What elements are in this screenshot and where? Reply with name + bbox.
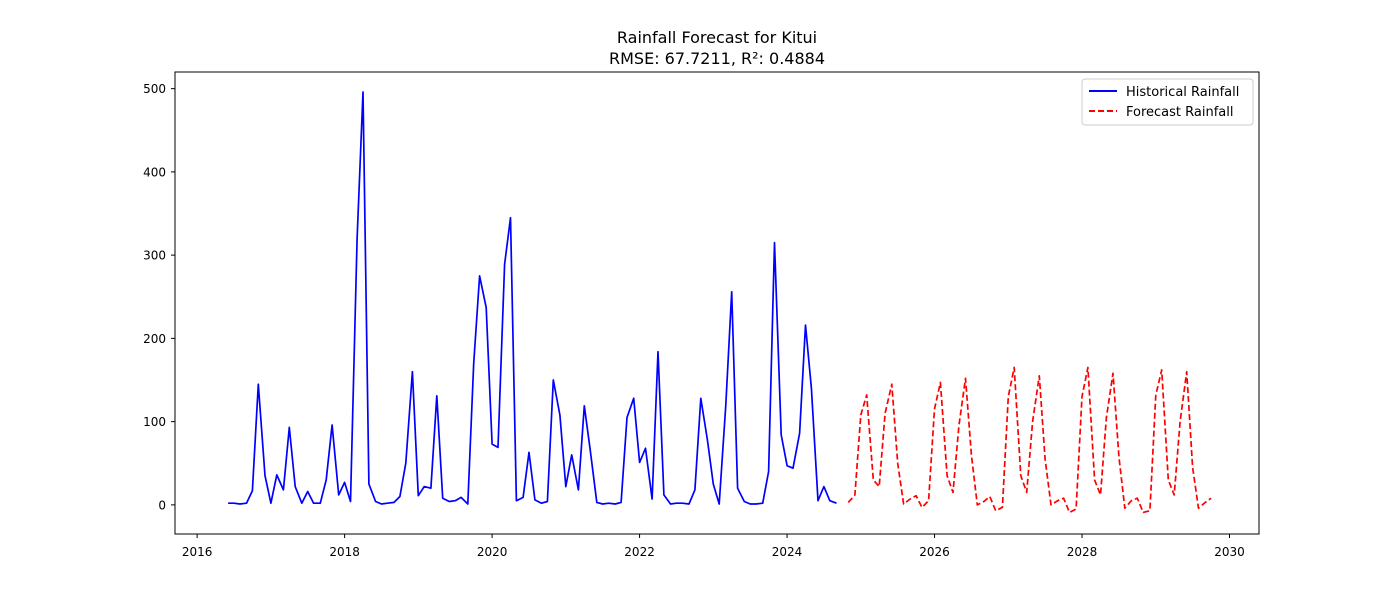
x-tick-label: 2024 bbox=[772, 545, 803, 559]
x-tick-label: 2028 bbox=[1067, 545, 1098, 559]
x-tick-label: 2030 bbox=[1214, 545, 1245, 559]
legend: Historical Rainfall Forecast Rainfall bbox=[1081, 78, 1254, 126]
x-tick-label: 2016 bbox=[182, 545, 213, 559]
y-tick-label: 400 bbox=[143, 165, 166, 179]
plot-area-frame bbox=[174, 71, 1260, 535]
x-tick-label: 2020 bbox=[477, 545, 508, 559]
y-tick-label: 0 bbox=[158, 498, 166, 512]
y-tick-label: 300 bbox=[143, 249, 166, 263]
x-axis-ticks: 2016 2018 2020 2022 2024 2026 2028 2030 bbox=[182, 534, 1245, 559]
legend-forecast-label: Forecast Rainfall bbox=[1126, 105, 1233, 120]
forecast-rainfall-line bbox=[847, 366, 1212, 514]
historical-rainfall-line bbox=[228, 91, 837, 505]
y-axis-ticks: 0 100 200 300 400 500 bbox=[143, 82, 175, 512]
x-tick-label: 2022 bbox=[624, 545, 655, 559]
y-tick-label: 500 bbox=[143, 82, 166, 96]
chart-subtitle: RMSE: 67.7211, R²: 0.4884 bbox=[609, 49, 825, 68]
x-tick-label: 2026 bbox=[919, 545, 950, 559]
chart-title: Rainfall Forecast for Kitui bbox=[617, 28, 817, 47]
legend-historical-label: Historical Rainfall bbox=[1126, 85, 1239, 100]
series-layer bbox=[228, 91, 1212, 514]
x-tick-label: 2018 bbox=[329, 545, 360, 559]
legend-box bbox=[1081, 78, 1254, 126]
y-tick-label: 100 bbox=[143, 415, 166, 429]
y-tick-label: 200 bbox=[143, 332, 166, 346]
